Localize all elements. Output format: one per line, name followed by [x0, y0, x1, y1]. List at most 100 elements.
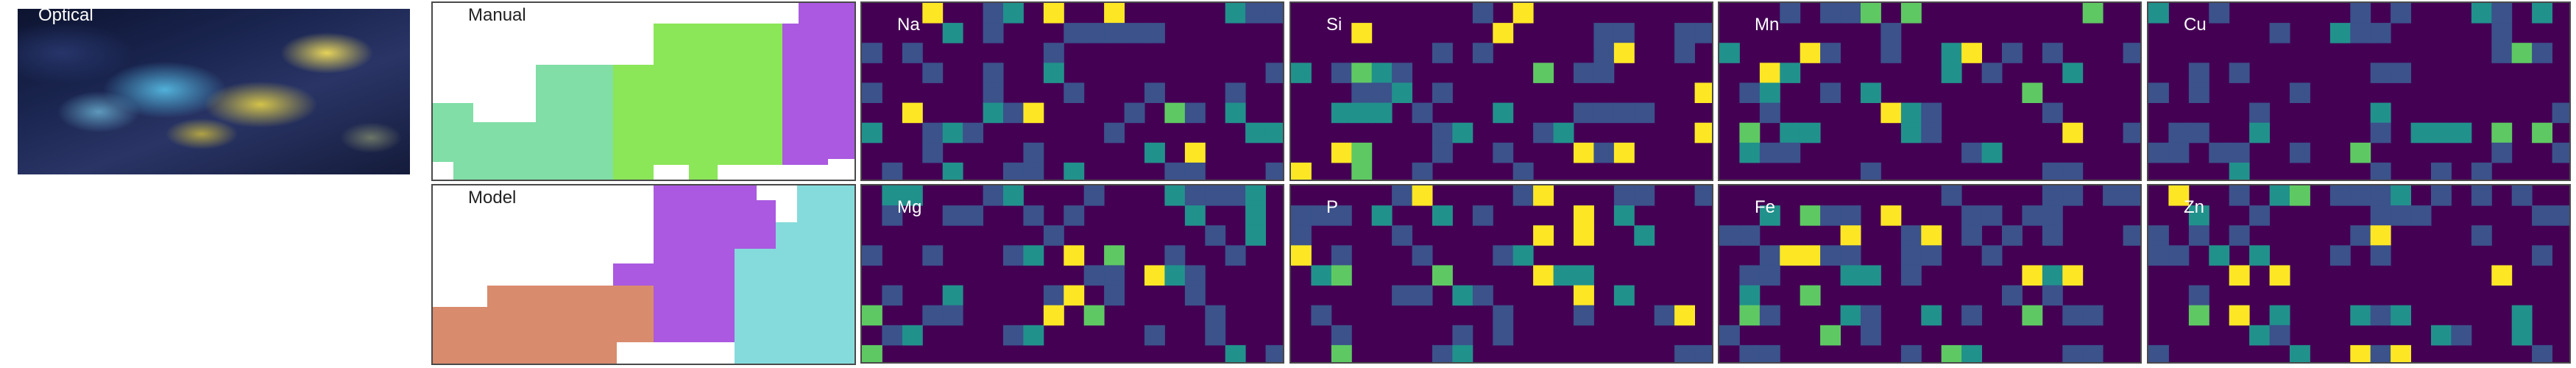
heatmap-cell	[1452, 344, 1473, 362]
heatmap-cell	[2491, 122, 2513, 144]
heatmap-cell	[2471, 162, 2492, 180]
heatmap-cell	[1104, 3, 1125, 24]
heatmap-cell	[1184, 265, 1206, 286]
heatmap-cell	[2229, 162, 2250, 180]
heatmap-cell	[1759, 82, 1780, 103]
heatmap-cell	[2370, 245, 2391, 266]
heatmap-cell	[2491, 265, 2513, 286]
heatmap-cell	[1124, 102, 1145, 124]
heatmap-cell	[1493, 325, 1514, 346]
heatmap-cell	[1533, 122, 1554, 144]
heatmap-cell	[1432, 205, 1453, 226]
heatmap-cell	[2249, 325, 2270, 346]
heatmap-cell	[1800, 205, 1821, 226]
heatmap-cell	[1613, 102, 1635, 124]
heatmap-cell	[1900, 3, 1922, 24]
manual-segmentation-map	[433, 3, 854, 180]
heatmap-cell	[1432, 43, 1453, 63]
model-region-salmon	[433, 286, 654, 364]
heatmap-cell	[1961, 43, 1982, 63]
heatmap-cell	[1371, 102, 1393, 124]
heatmap-cell	[1759, 265, 1780, 286]
heatmap-cell	[1351, 63, 1373, 83]
element-heatmap	[1291, 3, 1712, 180]
heatmap-cell	[1654, 305, 1675, 326]
heatmap-cell	[1694, 344, 1712, 362]
heatmap-cell	[2209, 245, 2230, 266]
heatmap-cell	[1432, 265, 1453, 286]
heatmap-cell	[1613, 285, 1635, 306]
heatmap-cell	[1694, 122, 1712, 144]
heatmap-cell	[1759, 305, 1780, 326]
heatmap-cell	[1533, 63, 1554, 83]
heatmap-cell	[1593, 142, 1615, 163]
heatmap-cell	[922, 305, 944, 326]
heatmap-cell	[862, 305, 882, 326]
heatmap-cell	[2269, 23, 2290, 43]
heatmap-cell	[2123, 185, 2140, 206]
heatmap-cell	[1780, 3, 1801, 24]
heatmap-cell	[2391, 305, 2411, 326]
heatmap-cell	[2229, 142, 2250, 163]
heatmap-cell	[1921, 245, 1942, 266]
heatmap-cell	[862, 82, 882, 103]
heatmap-cell	[2042, 162, 2063, 180]
heatmap-cell	[1759, 63, 1780, 83]
heatmap-cell	[1574, 285, 1594, 306]
heatmap-cell	[1880, 23, 1902, 43]
heatmap-cell	[922, 245, 944, 266]
heatmap-cell	[1900, 265, 1922, 286]
heatmap-cell	[1331, 205, 1352, 226]
heatmap-cell	[1291, 225, 1312, 246]
element-map-mn: Mn	[1718, 1, 2142, 181]
heatmap-cell	[1921, 102, 1942, 124]
heatmap-cell	[2229, 225, 2250, 246]
heatmap-cell	[2249, 122, 2270, 144]
heatmap-cell	[1981, 142, 2003, 163]
manual-segmentation-panel: Manual	[431, 1, 856, 181]
heatmap-cell	[1043, 285, 1064, 306]
heatmap-cell	[1003, 102, 1024, 124]
heatmap-cell	[2042, 265, 2063, 286]
heatmap-cell	[1064, 162, 1085, 180]
heatmap-cell	[1941, 43, 1962, 63]
heatmap-cell	[2370, 185, 2391, 206]
heatmap-cell	[2290, 344, 2310, 362]
heatmap-cell	[2042, 205, 2063, 226]
heatmap-cell	[1739, 285, 1761, 306]
heatmap-cell	[1452, 325, 1473, 346]
heatmap-cell	[1392, 285, 1412, 306]
heatmap-cell	[2042, 185, 2063, 206]
heatmap-cell	[2148, 225, 2169, 246]
heatmap-cell	[1184, 205, 1206, 226]
heatmap-cell	[2350, 344, 2371, 362]
heatmap-cell	[2370, 344, 2391, 362]
heatmap-cell	[2188, 285, 2209, 306]
heatmap-cell	[2042, 102, 2063, 124]
heatmap-cell	[1512, 162, 1534, 180]
heatmap-cell	[1245, 122, 1266, 144]
heatmap-cell	[1144, 23, 1165, 43]
heatmap-cell	[1900, 344, 1922, 362]
heatmap-cell	[1493, 23, 1514, 43]
heatmap-cell	[2062, 122, 2084, 144]
heatmap-cell	[1265, 3, 1283, 24]
heatmap-cell	[1820, 43, 1841, 63]
heatmap-cell	[922, 142, 944, 163]
element-label: Fe	[1755, 197, 1776, 217]
heatmap-cell	[2188, 205, 2209, 226]
heatmap-cell	[1780, 142, 1801, 163]
heatmap-cell	[1331, 245, 1352, 266]
heatmap-cell	[1291, 162, 1312, 180]
heatmap-cell	[2471, 3, 2492, 24]
heatmap-cell	[2290, 185, 2310, 206]
heatmap-cell	[1574, 265, 1594, 286]
heatmap-cell	[1574, 225, 1594, 246]
heatmap-cell	[1921, 305, 1942, 326]
heatmap-cell	[1840, 245, 1861, 266]
heatmap-cell	[1574, 305, 1594, 326]
heatmap-cell	[1593, 63, 1615, 83]
heatmap-cell	[2002, 43, 2023, 63]
heatmap-cell	[2148, 344, 2169, 362]
heatmap-cell	[2370, 63, 2391, 83]
